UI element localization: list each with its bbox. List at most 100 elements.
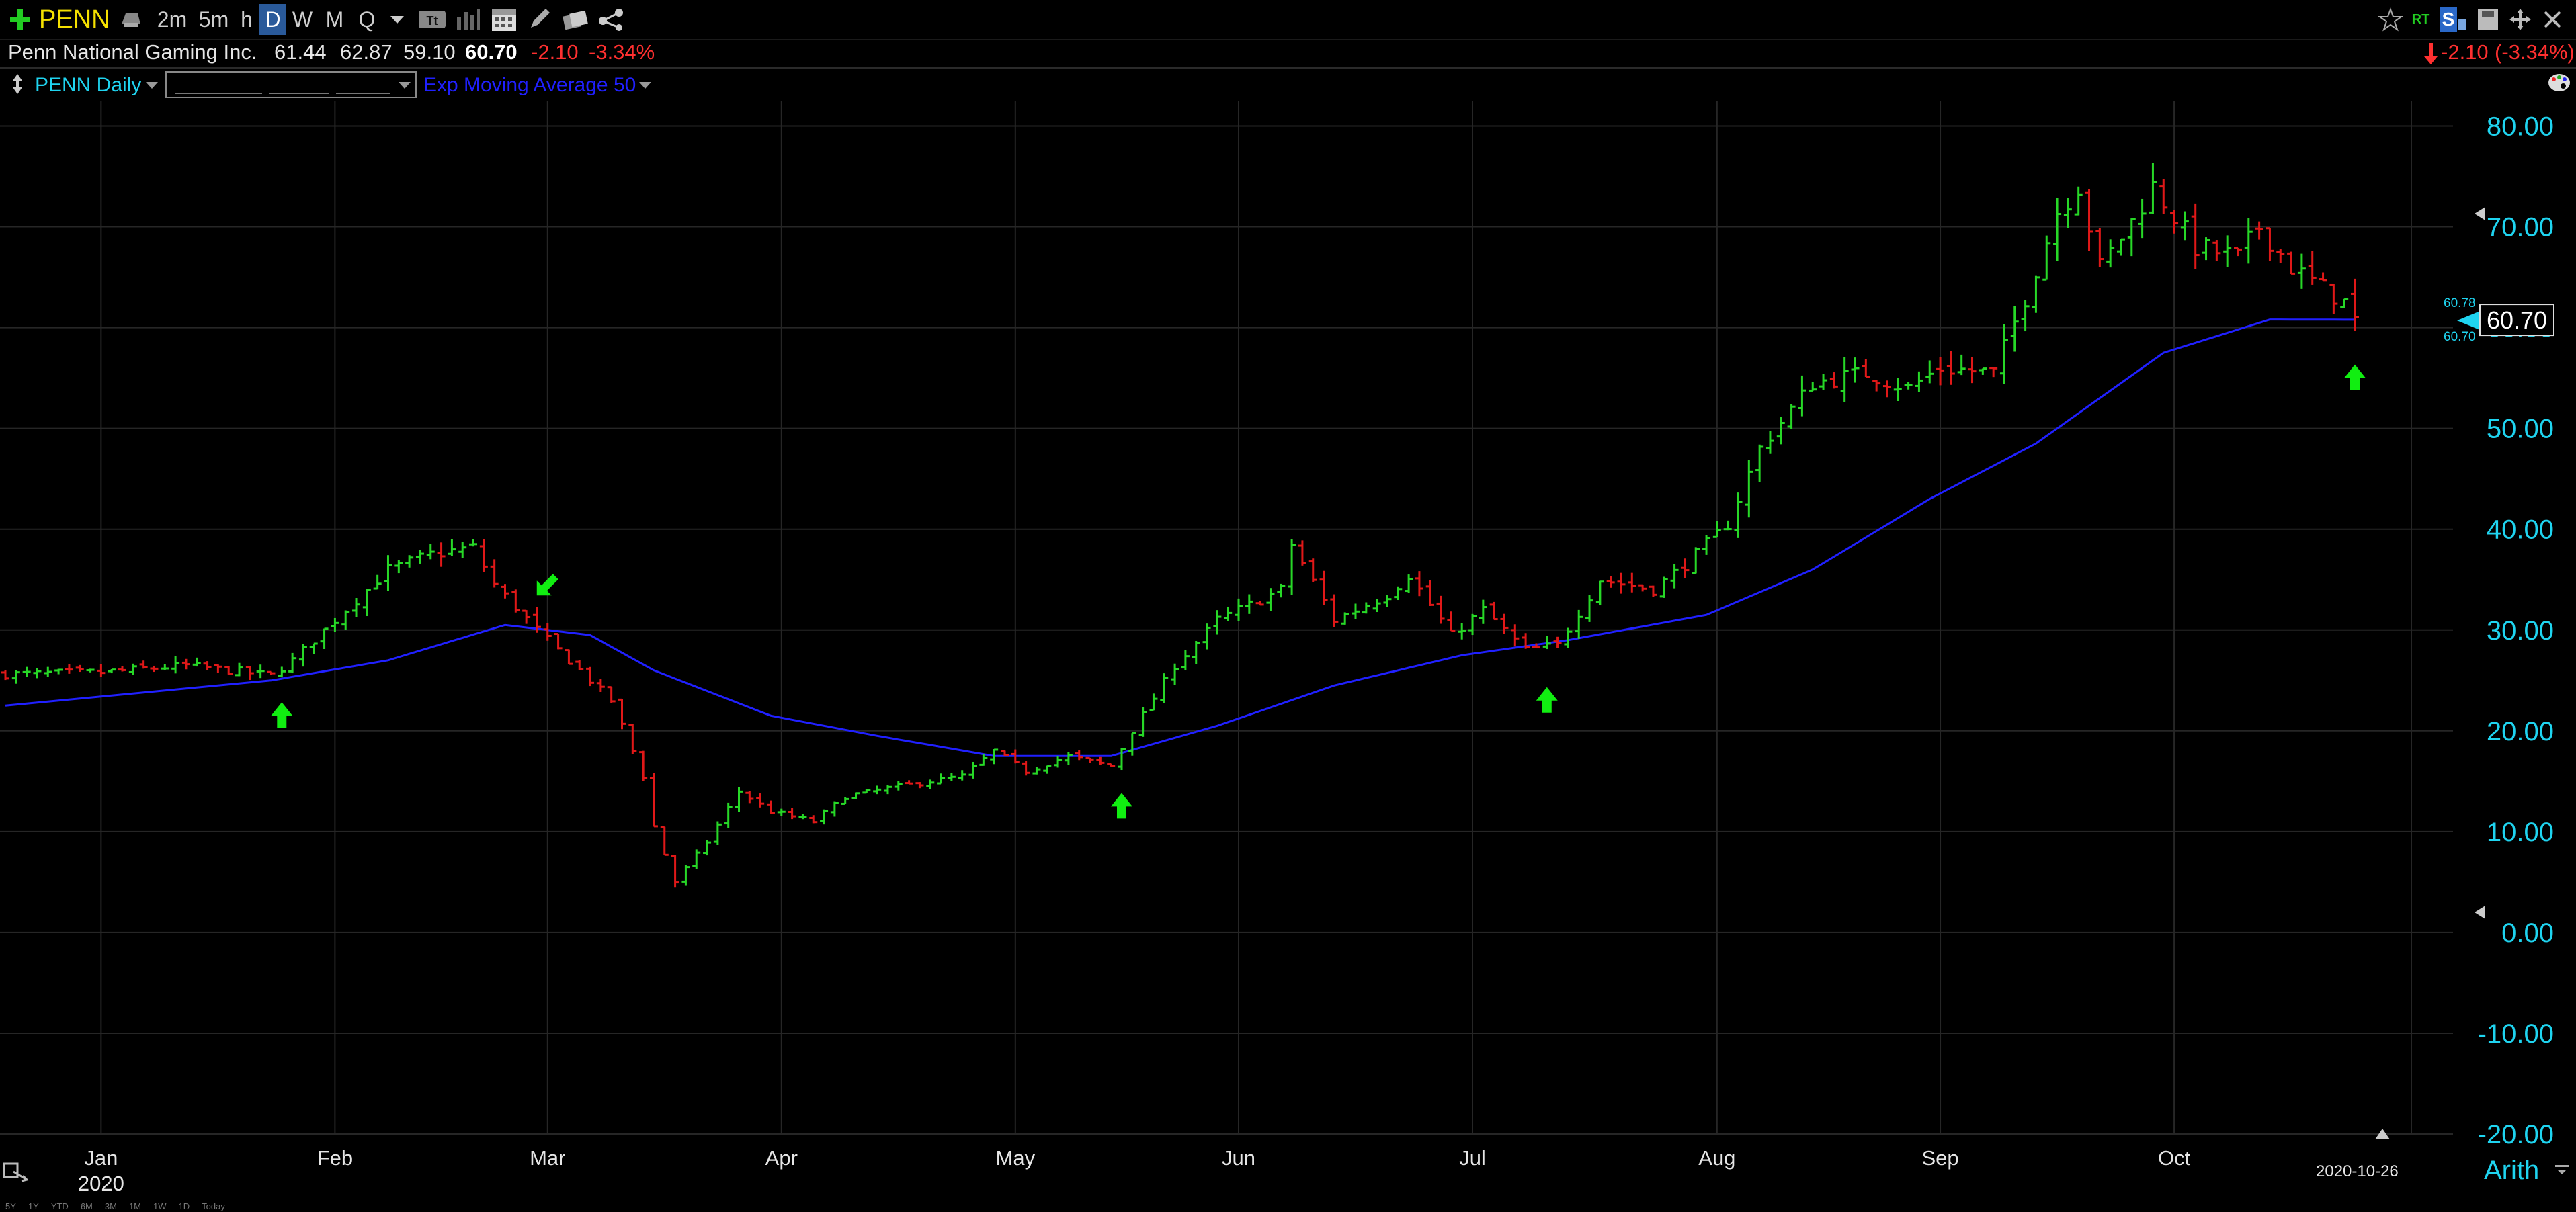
star-icon[interactable] bbox=[2376, 4, 2405, 35]
ohlc-bar bbox=[1064, 752, 1073, 765]
ohlc-bar bbox=[1489, 601, 1498, 621]
range-button[interactable]: 1Y bbox=[28, 1201, 39, 1211]
ohlc-bar bbox=[1692, 547, 1700, 574]
ohlc-bar bbox=[1160, 673, 1169, 703]
interval-m[interactable]: M bbox=[325, 7, 344, 32]
range-button[interactable]: 1M bbox=[128, 1201, 141, 1211]
price-series-dropdown-icon[interactable] bbox=[145, 81, 159, 93]
ohlc-bar bbox=[86, 668, 95, 673]
ohlc-bar bbox=[2021, 300, 2030, 332]
price-change: -2.10 bbox=[531, 40, 579, 64]
svg-text:Tt: Tt bbox=[427, 14, 438, 28]
range-button[interactable]: 6M bbox=[80, 1201, 93, 1211]
interval-q[interactable]: Q bbox=[358, 7, 376, 32]
study-legend-row: PENN Daily Exp Moving Average 50 bbox=[0, 69, 806, 102]
ohlc-bar bbox=[1957, 354, 1966, 376]
ohlc-bar bbox=[1606, 576, 1615, 588]
range-button[interactable]: YTD bbox=[50, 1201, 69, 1211]
share-icon[interactable] bbox=[595, 4, 628, 35]
symbol-input[interactable]: PENN bbox=[39, 5, 110, 34]
interval-w[interactable]: W bbox=[292, 7, 313, 32]
ema-value-label: 60.78 bbox=[2444, 296, 2476, 310]
top-toolbar: PENN 2m 5m h D W M Q Tt RT S bbox=[0, 0, 2576, 40]
ohlc-bar bbox=[1553, 636, 1562, 648]
signal-arrow bbox=[536, 574, 558, 596]
drag-handle-icon[interactable] bbox=[12, 74, 23, 97]
range-button[interactable]: 1W bbox=[153, 1201, 167, 1211]
x-tick-label: Feb bbox=[317, 1146, 353, 1170]
calendar-icon[interactable] bbox=[488, 4, 520, 35]
ohlc-bar bbox=[1479, 599, 1487, 624]
ohlc-bar bbox=[2053, 198, 2062, 261]
range-button[interactable]: 5Y bbox=[5, 1201, 16, 1211]
ohlc-bar bbox=[1308, 558, 1317, 582]
ohlc-bar bbox=[1723, 520, 1732, 531]
ohlc-bar bbox=[628, 724, 637, 754]
y-tick-label: -10.00 bbox=[2478, 1019, 2554, 1049]
ema-label[interactable]: Exp Moving Average 50 bbox=[423, 74, 636, 96]
ohlc-bar bbox=[2212, 240, 2221, 261]
ohlc-bar bbox=[2223, 235, 2232, 267]
ohlc-bar bbox=[150, 665, 159, 673]
add-symbol-plus-icon[interactable] bbox=[5, 4, 35, 35]
ohlc-bar bbox=[479, 539, 488, 572]
ohlc-bar bbox=[1235, 598, 1243, 621]
ohlc-bar bbox=[511, 589, 520, 613]
scroll-top-marker bbox=[2475, 207, 2485, 220]
ohlc-bar bbox=[394, 560, 403, 574]
interval-dropdown-icon[interactable] bbox=[386, 4, 409, 35]
close-icon[interactable] bbox=[2538, 4, 2567, 35]
ohlc-bar bbox=[777, 808, 786, 816]
ema-dropdown-icon[interactable] bbox=[638, 81, 652, 93]
ohlc-bar bbox=[192, 657, 201, 667]
pencil-icon[interactable] bbox=[524, 4, 554, 35]
ohlc-bar bbox=[1436, 595, 1445, 624]
scale-type-button[interactable]: Arith bbox=[2484, 1156, 2540, 1185]
ohlc-bar bbox=[905, 780, 913, 785]
overlay-select-dropdown-icon[interactable] bbox=[398, 81, 411, 93]
interval-h[interactable]: h bbox=[241, 7, 253, 32]
ohlc-bar bbox=[639, 750, 648, 781]
ohlc-bar bbox=[2202, 237, 2210, 261]
interval-5m[interactable]: 5m bbox=[198, 7, 229, 32]
overlay-select[interactable] bbox=[165, 71, 417, 98]
chart-grid bbox=[0, 101, 2453, 1135]
ohlc-bar bbox=[926, 779, 935, 789]
ohlc-bar bbox=[1755, 444, 1764, 482]
open-price: 61.44 bbox=[274, 40, 327, 64]
ohlc-bar bbox=[830, 801, 839, 817]
ohlc-bar bbox=[405, 555, 414, 568]
realtime-badge[interactable]: RT bbox=[2411, 11, 2430, 27]
ohlc-bar bbox=[11, 670, 20, 684]
interval-d[interactable]: D bbox=[259, 4, 286, 35]
bar-chart-icon[interactable] bbox=[452, 4, 484, 35]
scale-type-menu-icon[interactable] bbox=[2554, 1162, 2570, 1179]
ohlc-bar bbox=[128, 663, 137, 675]
ohlc-bar bbox=[766, 800, 775, 814]
range-button[interactable]: 1D bbox=[178, 1201, 190, 1211]
ohlc-bar bbox=[1277, 583, 1286, 598]
range-button[interactable]: Today bbox=[202, 1201, 225, 1211]
ohlc-bar bbox=[2255, 221, 2263, 240]
ohlc-bar bbox=[883, 785, 892, 795]
interval-2m[interactable]: 2m bbox=[157, 7, 188, 32]
chart-zoom-icon[interactable] bbox=[3, 1158, 30, 1188]
price-series-label[interactable]: PENN Daily bbox=[35, 74, 142, 96]
text-tool-icon[interactable]: Tt bbox=[415, 4, 449, 35]
y-tick-label: 20.00 bbox=[2487, 717, 2554, 746]
x-tick-label: May bbox=[996, 1146, 1036, 1170]
palette-icon[interactable] bbox=[2547, 73, 2571, 96]
scroll-right-marker bbox=[2375, 1129, 2390, 1139]
ohlc-bar bbox=[33, 668, 42, 679]
crosshair-move-icon[interactable] bbox=[2505, 4, 2535, 35]
streamer-s-button[interactable]: S bbox=[2436, 4, 2470, 35]
ohlc-bar bbox=[2074, 186, 2083, 216]
ohlc-bar bbox=[2170, 210, 2179, 234]
ohlc-bar bbox=[362, 589, 371, 617]
save-icon[interactable] bbox=[2473, 4, 2503, 35]
templates-icon[interactable] bbox=[559, 4, 591, 35]
ohlc-bar bbox=[1425, 580, 1434, 607]
cycle-icon[interactable] bbox=[116, 4, 145, 35]
range-button[interactable]: 3M bbox=[104, 1201, 117, 1211]
